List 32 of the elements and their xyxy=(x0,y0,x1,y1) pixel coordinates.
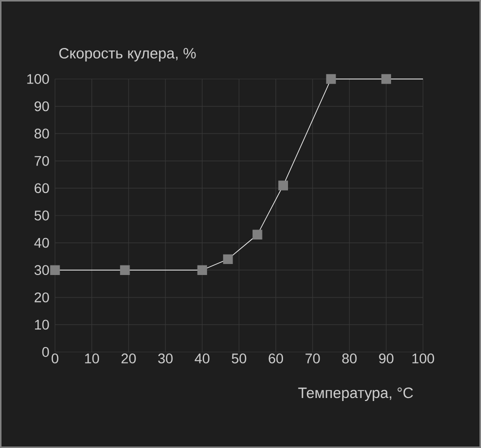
y-tick-label: 90 xyxy=(34,101,49,112)
x-tick-label: 30 xyxy=(158,354,173,364)
x-tick-label: 60 xyxy=(268,354,284,364)
x-tick-label: 50 xyxy=(232,354,246,364)
point xyxy=(50,265,60,275)
x-tick-label: 0 xyxy=(52,354,58,364)
y-tick-label: 50 xyxy=(34,210,49,220)
point xyxy=(381,74,392,84)
x-tick-label: 90 xyxy=(379,354,394,364)
y-tick-label: 10 xyxy=(35,320,49,330)
point xyxy=(197,265,208,275)
point xyxy=(120,265,130,275)
y-tick-label: 80 xyxy=(34,128,49,139)
x-tick-label: 100 xyxy=(412,354,434,364)
x-tick-label: 40 xyxy=(194,354,210,364)
x-tick-label: 20 xyxy=(122,354,136,364)
y-tick-label: 30 xyxy=(34,265,49,276)
y-tick-label: 100 xyxy=(27,74,49,84)
x-tick-label: 10 xyxy=(85,354,100,364)
y-tick-label: 0 xyxy=(42,347,49,357)
y-axis-title: Скорость кулера, % xyxy=(59,48,196,62)
point xyxy=(252,230,262,240)
y-tick-label: 60 xyxy=(34,183,49,194)
y-tick-label: 70 xyxy=(34,156,49,166)
y-tick-label: 20 xyxy=(34,292,49,302)
point xyxy=(223,254,233,264)
x-tick-label: 80 xyxy=(342,354,357,364)
point xyxy=(326,74,336,84)
y-tick-label: 40 xyxy=(34,238,49,248)
x-axis-title: Температура, °C xyxy=(298,388,413,402)
x-tick-label: 70 xyxy=(306,354,320,364)
point xyxy=(278,180,288,190)
